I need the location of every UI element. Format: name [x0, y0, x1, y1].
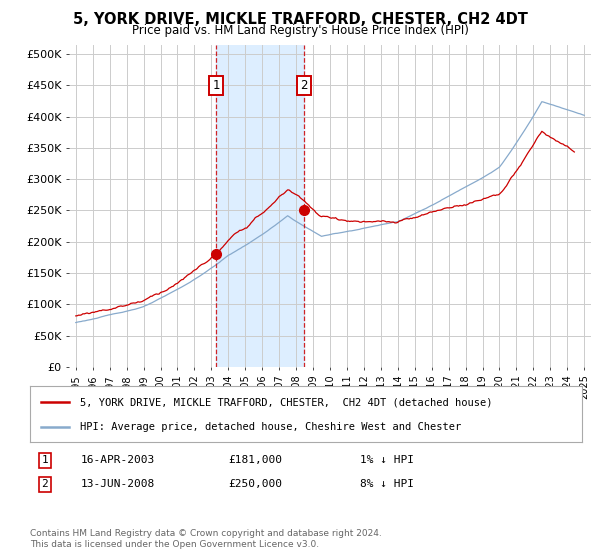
- Text: 2: 2: [300, 79, 307, 92]
- Text: 1: 1: [41, 455, 49, 465]
- Text: Price paid vs. HM Land Registry's House Price Index (HPI): Price paid vs. HM Land Registry's House …: [131, 24, 469, 36]
- Text: 1: 1: [212, 79, 220, 92]
- Text: 13-JUN-2008: 13-JUN-2008: [81, 479, 155, 489]
- Text: Contains HM Land Registry data © Crown copyright and database right 2024.
This d: Contains HM Land Registry data © Crown c…: [30, 529, 382, 549]
- Text: 5, YORK DRIVE, MICKLE TRAFFORD, CHESTER, CH2 4DT: 5, YORK DRIVE, MICKLE TRAFFORD, CHESTER,…: [73, 12, 527, 27]
- Text: 8% ↓ HPI: 8% ↓ HPI: [360, 479, 414, 489]
- Bar: [216, 45, 304, 367]
- Text: £181,000: £181,000: [228, 455, 282, 465]
- Text: 5, YORK DRIVE, MICKLE TRAFFORD, CHESTER,  CH2 4DT (detached house): 5, YORK DRIVE, MICKLE TRAFFORD, CHESTER,…: [80, 397, 492, 407]
- Text: HPI: Average price, detached house, Cheshire West and Chester: HPI: Average price, detached house, Ches…: [80, 422, 461, 432]
- Text: 2: 2: [41, 479, 49, 489]
- Text: 16-APR-2003: 16-APR-2003: [81, 455, 155, 465]
- Text: 1% ↓ HPI: 1% ↓ HPI: [360, 455, 414, 465]
- Text: £250,000: £250,000: [228, 479, 282, 489]
